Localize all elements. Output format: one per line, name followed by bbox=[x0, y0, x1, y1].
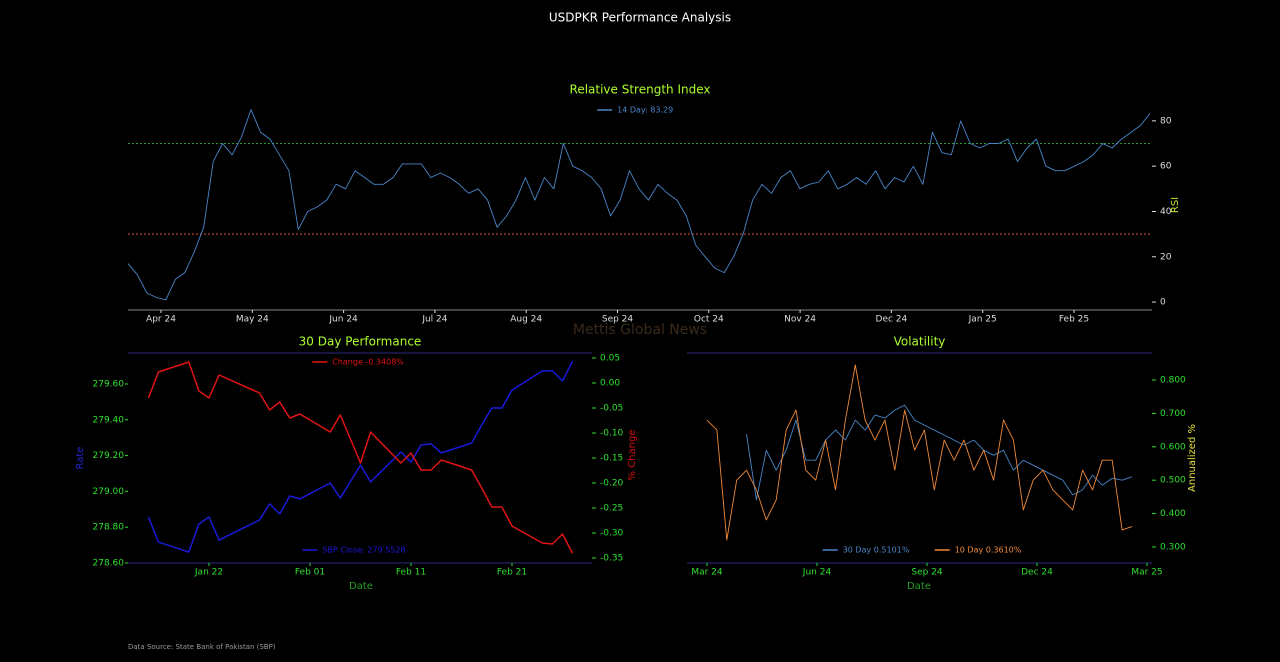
y-tick-label: 278.60 bbox=[93, 559, 125, 569]
x-tick-label: Jun 24 bbox=[802, 568, 832, 578]
y-tick-label: -0.15 bbox=[600, 454, 623, 464]
x-tick-label: Mar 25 bbox=[1131, 568, 1162, 578]
legend-label: SBP Close: 279.5528 bbox=[322, 546, 405, 555]
legend-label: 10 Day 0.3610% bbox=[955, 546, 1022, 555]
y-tick-label: 60 bbox=[1160, 162, 1172, 172]
y-tick-label: 279.60 bbox=[93, 379, 125, 389]
y-tick-label: 279.40 bbox=[93, 415, 125, 425]
y-tick-label: 0.400 bbox=[1160, 509, 1186, 519]
x-tick-label: Feb 25 bbox=[1059, 315, 1089, 325]
legend-entry: 14 Day: 83.29 bbox=[597, 106, 673, 115]
legend-label: Change -0.3408% bbox=[332, 358, 404, 367]
x-tick-label: May 24 bbox=[236, 315, 269, 325]
x-axis-label: Date bbox=[907, 581, 931, 592]
chart-title: Volatility bbox=[894, 335, 946, 349]
series-line bbox=[706, 364, 1133, 541]
x-tick-label: Feb 01 bbox=[295, 568, 325, 578]
page-title: USDPKR Performance Analysis bbox=[549, 11, 731, 25]
y-tick-label: -0.20 bbox=[600, 479, 624, 489]
y-tick-label: 40 bbox=[1160, 207, 1172, 217]
legend-label: 30 Day 0.5101% bbox=[843, 546, 910, 555]
x-tick-label: Jul 24 bbox=[421, 315, 447, 325]
y-tick-label: -0.10 bbox=[600, 429, 624, 439]
y-tick-label: 80 bbox=[1160, 116, 1172, 126]
series-line bbox=[127, 109, 1151, 301]
x-tick-label: Jun 24 bbox=[328, 315, 358, 325]
chart-title: 30 Day Performance bbox=[299, 335, 422, 349]
y-tick-label: 278.80 bbox=[93, 523, 125, 533]
y-tick-label: 0 bbox=[1160, 298, 1166, 308]
y-axis-label: RSI bbox=[1170, 197, 1181, 213]
x-tick-label: Sep 24 bbox=[911, 568, 943, 578]
x-tick-label: Sep 24 bbox=[602, 315, 634, 325]
x-tick-label: Jan 22 bbox=[194, 568, 223, 578]
watermark: Mettis Global News bbox=[573, 322, 707, 338]
series-line bbox=[746, 404, 1133, 501]
x-tick-label: Dec 24 bbox=[1021, 568, 1053, 578]
source-note: Data Source: State Bank of Pakistan (SBP… bbox=[128, 643, 276, 651]
y-tick-label: -0.35 bbox=[600, 554, 623, 564]
y-tick-label: 20 bbox=[1160, 252, 1172, 262]
x-tick-label: Aug 24 bbox=[510, 315, 542, 325]
series-line bbox=[147, 361, 574, 554]
x-tick-label: Feb 21 bbox=[497, 568, 527, 578]
x-tick-label: Mar 24 bbox=[691, 568, 723, 578]
y-tick-label: 0.05 bbox=[600, 354, 620, 364]
y-tick-label: -0.05 bbox=[600, 404, 623, 414]
series-line bbox=[147, 360, 574, 553]
legend-entry: SBP Close: 279.5528 bbox=[302, 546, 406, 555]
y-tick-label: -0.30 bbox=[600, 529, 624, 539]
x-tick-label: Oct 24 bbox=[694, 315, 724, 325]
y-axis-label: Rate bbox=[75, 447, 86, 470]
x-tick-label: Feb 11 bbox=[396, 568, 426, 578]
y2-axis-label: % Change bbox=[627, 430, 638, 481]
y-tick-label: 0.500 bbox=[1160, 476, 1186, 486]
legend-entry: Change -0.3408% bbox=[312, 358, 404, 367]
chart-title: Relative Strength Index bbox=[570, 83, 711, 97]
legend-entry: 10 Day 0.3610% bbox=[934, 546, 1022, 555]
y-tick-label: -0.25 bbox=[600, 504, 623, 514]
x-tick-label: Jan 25 bbox=[968, 315, 997, 325]
x-tick-label: Dec 24 bbox=[876, 315, 908, 325]
y-tick-label: 0.700 bbox=[1160, 409, 1186, 419]
x-axis-label: Date bbox=[349, 581, 373, 592]
legend-entry: 30 Day 0.5101% bbox=[822, 546, 910, 555]
y-tick-label: 0.300 bbox=[1160, 542, 1186, 552]
y-tick-label: 0.600 bbox=[1160, 442, 1186, 452]
x-tick-label: Nov 24 bbox=[784, 315, 816, 325]
y-tick-label: 279.20 bbox=[93, 451, 125, 461]
y-tick-label: 279.00 bbox=[93, 487, 125, 497]
y-tick-label: 0.800 bbox=[1160, 376, 1186, 386]
legend-label: 14 Day: 83.29 bbox=[617, 106, 673, 115]
y-axis-label: Annualized % bbox=[1187, 424, 1198, 492]
x-tick-label: Apr 24 bbox=[146, 315, 176, 325]
y-tick-label: 0.00 bbox=[600, 379, 620, 389]
